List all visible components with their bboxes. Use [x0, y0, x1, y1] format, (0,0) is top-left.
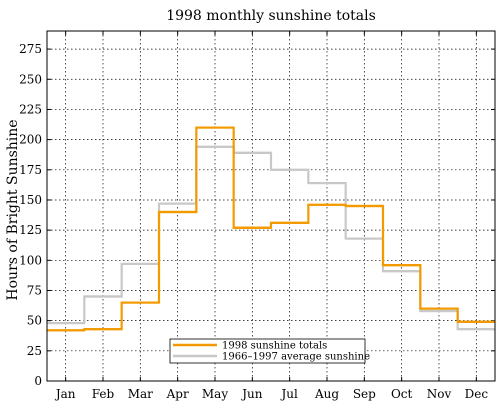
x-tick-label: Jun — [240, 387, 263, 401]
y-axis-label: Hours of Bright Sunshine — [5, 119, 21, 300]
x-tick-label: Mar — [128, 387, 153, 401]
series-group — [47, 126, 495, 332]
y-tick-label: 175 — [19, 163, 42, 177]
x-tick-label: Aug — [314, 387, 339, 401]
x-tick-label: Nov — [427, 387, 452, 401]
x-axis-ticks: Jan Feb Mar Apr May Jun Jul Aug Sep Oct Nov Dec — [54, 31, 489, 401]
y-tick-label: 0 — [34, 374, 42, 388]
x-tick-label: Jan — [54, 387, 76, 401]
legend-label-1998: 1998 sunshine totals — [222, 341, 327, 352]
legend: 1998 sunshine totals 1966–1997 average s… — [169, 338, 370, 364]
x-tick-label: Apr — [166, 387, 189, 401]
legend-label-average: 1966–1997 average sunshine — [222, 352, 370, 363]
y-tick-label: 50 — [27, 314, 42, 328]
y-tick-label: 250 — [19, 72, 42, 86]
grid-lines — [47, 31, 495, 381]
y-tick-label: 75 — [27, 283, 42, 297]
x-tick-label: May — [202, 387, 228, 401]
chart-title: 1998 monthly sunshine totals — [166, 8, 376, 24]
series-line-average — [47, 145, 495, 331]
y-tick-label: 100 — [19, 253, 42, 267]
y-tick-label: 125 — [19, 223, 42, 237]
y-tick-label: 275 — [19, 42, 42, 56]
x-tick-label: Dec — [465, 387, 489, 401]
y-tick-label: 225 — [19, 102, 42, 116]
series-line-1998 — [47, 126, 495, 332]
x-tick-label: Feb — [92, 387, 115, 401]
y-tick-label: 25 — [27, 344, 42, 358]
plot-frame — [46, 30, 496, 382]
x-tick-label: Oct — [391, 387, 413, 401]
x-tick-label: Jul — [279, 387, 298, 401]
y-axis-ticks: 0 25 50 75 100 125 150 175 200 225 250 275 — [19, 42, 495, 388]
y-tick-label: 200 — [19, 133, 42, 147]
legend-box — [169, 338, 366, 364]
y-tick-label: 150 — [19, 193, 42, 207]
x-tick-label: Sep — [353, 387, 376, 401]
